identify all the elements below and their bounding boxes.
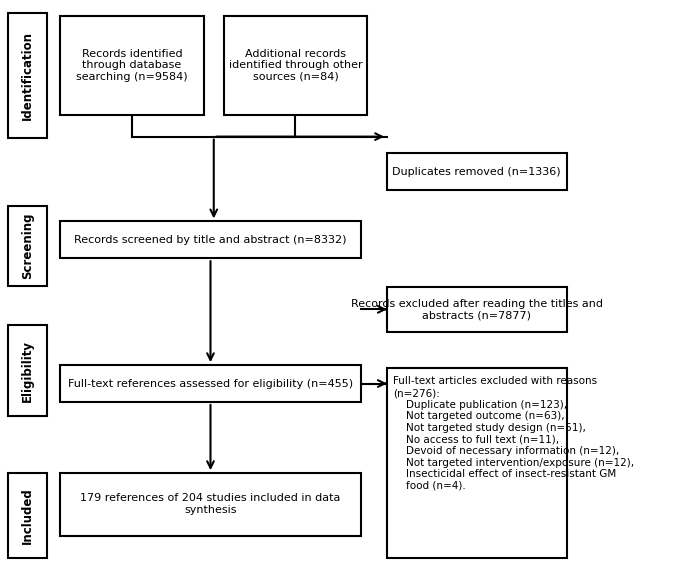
- Text: Records excluded after reading the titles and
abstracts (n=7877): Records excluded after reading the title…: [351, 299, 603, 320]
- Text: Records screened by title and abstract (n=8332): Records screened by title and abstract (…: [74, 235, 347, 245]
- Text: Full-text articles excluded with reasons
(n=276):
    Duplicate publication (n=1: Full-text articles excluded with reasons…: [393, 376, 634, 491]
- Text: Records identified
through database
searching (n=9584): Records identified through database sear…: [76, 49, 188, 82]
- Bar: [223, 15, 367, 115]
- Bar: [8, 473, 47, 558]
- Bar: [8, 13, 47, 138]
- Text: Full-text references assessed for eligibility (n=455): Full-text references assessed for eligib…: [68, 379, 353, 388]
- Text: 179 references of 204 studies included in data
synthesis: 179 references of 204 studies included i…: [80, 493, 340, 515]
- Bar: [60, 365, 361, 402]
- Bar: [8, 325, 47, 416]
- Bar: [8, 206, 47, 286]
- Text: Eligibility: Eligibility: [21, 340, 34, 402]
- Bar: [387, 368, 566, 558]
- Text: Identification: Identification: [21, 31, 34, 120]
- Bar: [60, 15, 204, 115]
- Text: Additional records
identified through other
sources (n=84): Additional records identified through ot…: [229, 49, 362, 82]
- Bar: [387, 287, 566, 332]
- Bar: [60, 473, 361, 536]
- Bar: [60, 222, 361, 258]
- Text: Included: Included: [21, 487, 34, 544]
- Text: Screening: Screening: [21, 212, 34, 279]
- Bar: [387, 153, 566, 190]
- Text: Duplicates removed (n=1336): Duplicates removed (n=1336): [393, 167, 561, 176]
